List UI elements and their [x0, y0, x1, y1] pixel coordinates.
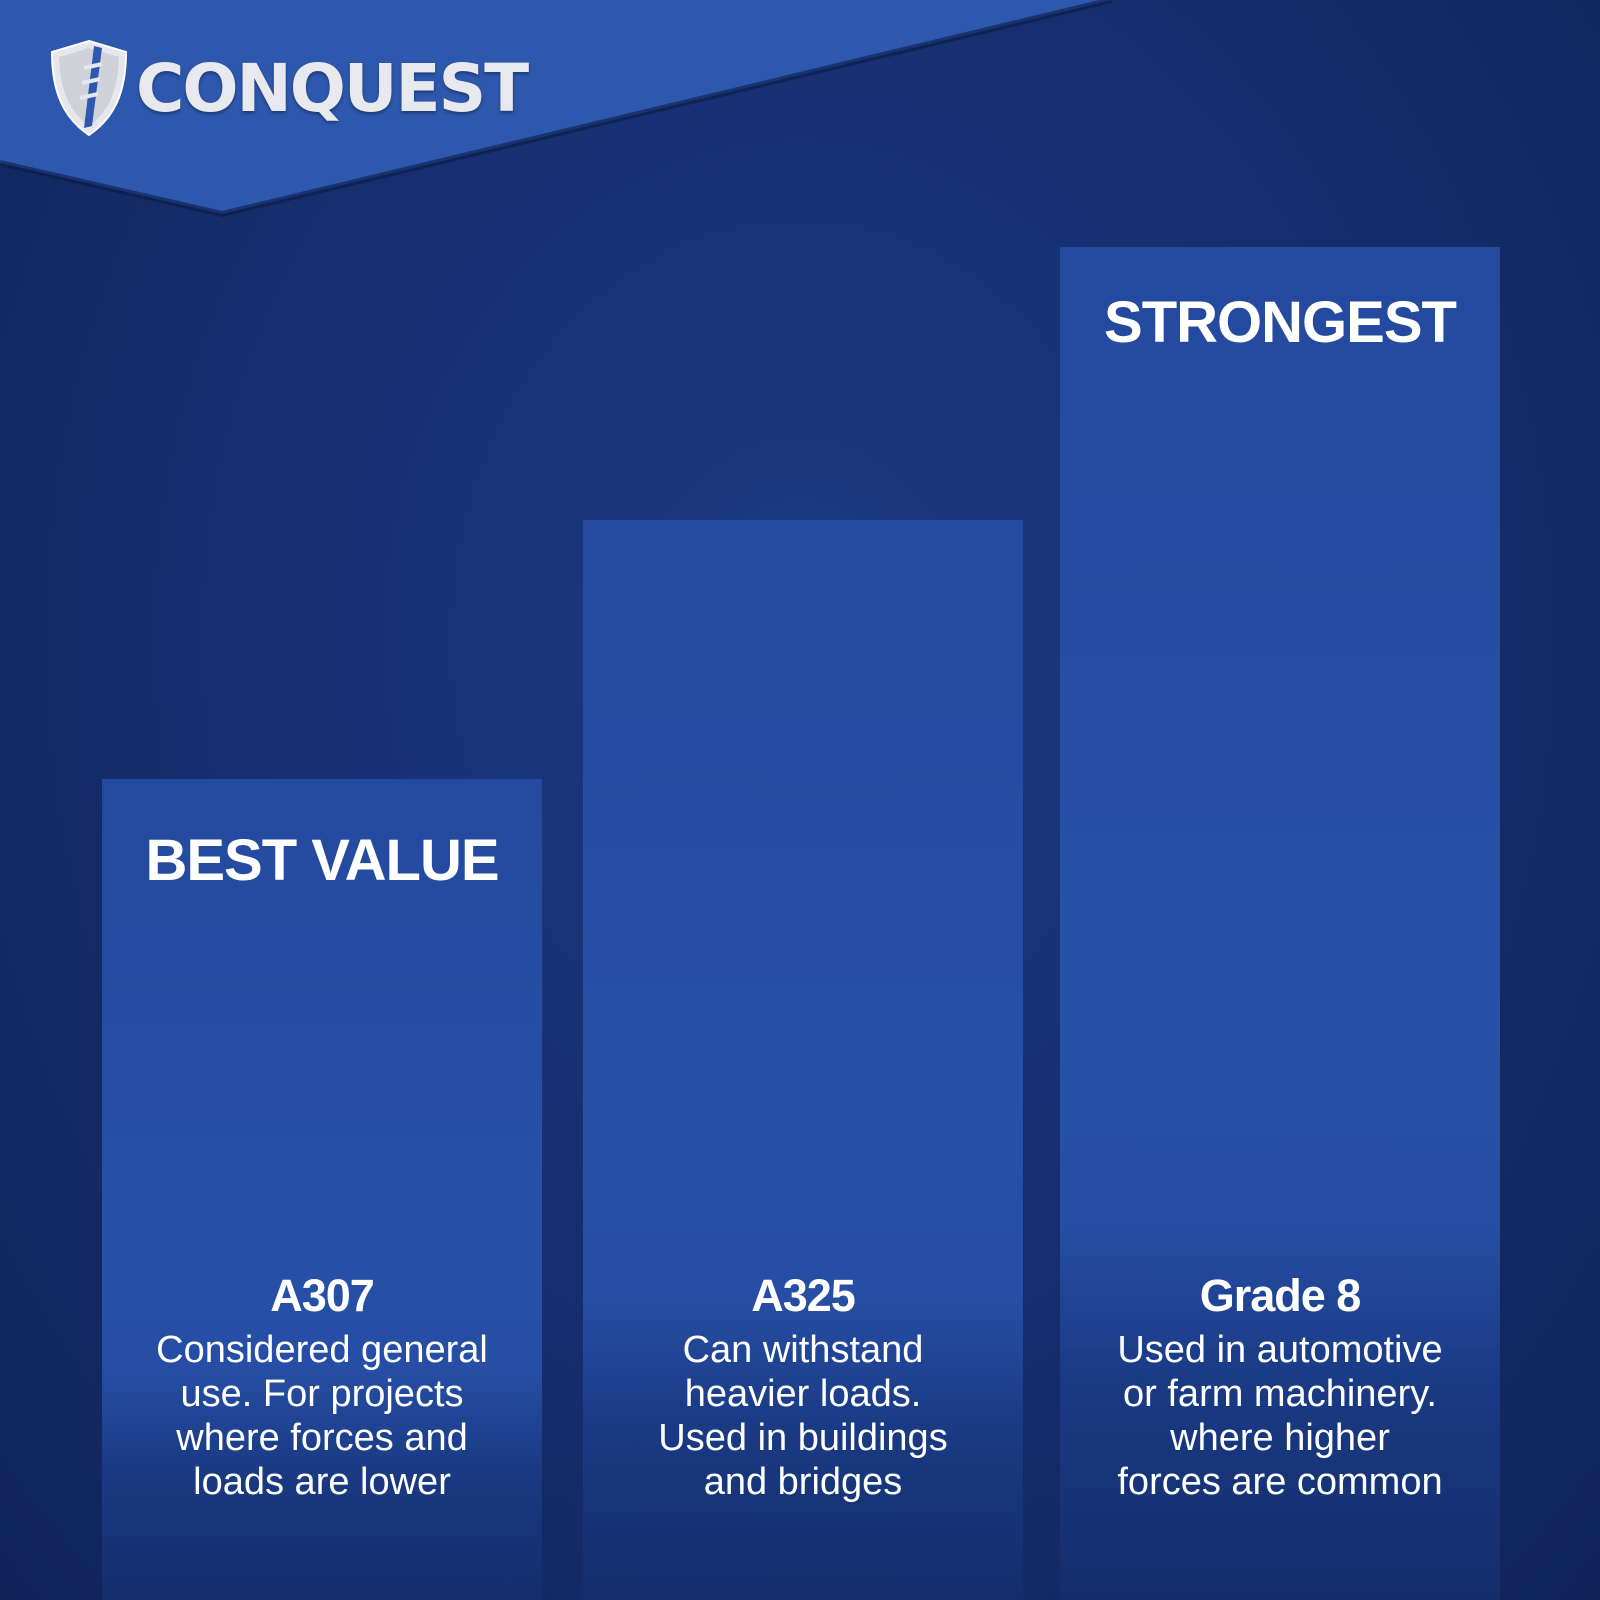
badge-best-value: BEST VALUE: [145, 828, 499, 893]
badge-strongest: STRONGEST: [1104, 290, 1457, 355]
grade-description: Considered general use. For projects whe…: [156, 1329, 488, 1503]
brand-name: CONQUEST: [136, 49, 529, 127]
grade-name: A325: [751, 1270, 856, 1321]
header-banner: [0, 0, 1113, 218]
shield-bolt-icon: [50, 39, 128, 137]
grade-description: Used in automotive or farm machinery. wh…: [1117, 1329, 1443, 1503]
column-grade-8: STRONGEST Grade 8 Used in automotive or …: [1060, 247, 1500, 1600]
grade-name: Grade 8: [1199, 1270, 1362, 1321]
grade-description: Can withstand heavier loads. Used in bui…: [658, 1329, 948, 1503]
grade-name: A307: [270, 1270, 375, 1321]
column-a307: BEST VALUE A307 Considered general use. …: [102, 779, 542, 1600]
conquest-logo: CONQUEST: [48, 38, 529, 138]
column-a325: A325 Can withstand heavier loads. Used i…: [583, 520, 1023, 1600]
